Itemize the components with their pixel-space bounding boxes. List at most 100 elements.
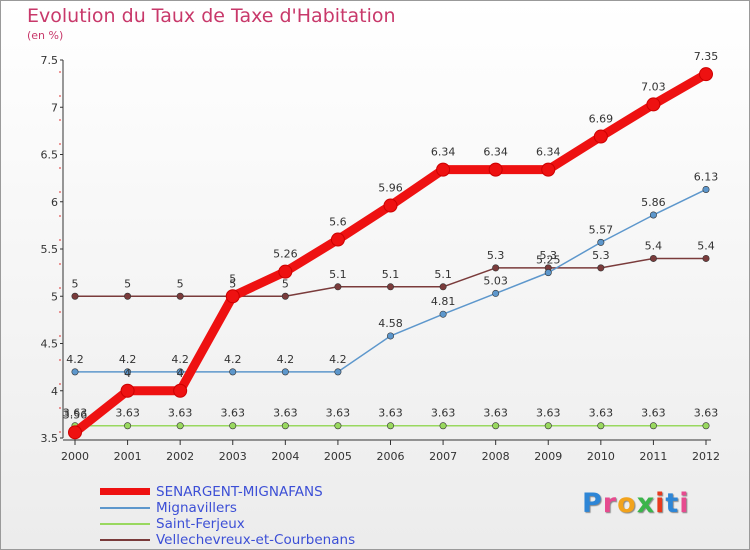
data-point [173,383,188,398]
data-label: 5.86 [641,196,666,209]
logo-letter: i [679,488,690,519]
data-label: 5 [282,277,289,290]
data-point [544,269,552,277]
x-tick-label: 2005 [324,450,352,463]
logo-letter: r [602,488,618,519]
data-label: 3.63 [115,407,140,420]
data-label: 7.03 [641,80,666,93]
data-point [544,422,552,430]
y-tick-label: 5.5 [41,243,59,256]
data-label: 3.63 [326,407,351,420]
data-point [593,129,608,144]
data-label: 4.2 [329,353,347,366]
x-tick-label: 2009 [534,450,562,463]
data-point [71,292,79,300]
y-tick-label: 6 [51,196,58,209]
x-tick-label: 2010 [587,450,615,463]
data-label: 5 [229,272,236,285]
data-label: 3.63 [273,407,298,420]
data-label: 4.81 [431,295,456,308]
data-point [597,238,605,246]
legend: SENARGENT-MIGNAFANS Mignavillers Saint-F… [100,484,400,548]
data-label: 5.1 [382,268,400,281]
data-label: 4.2 [66,353,84,366]
data-point [330,232,345,247]
data-label: 5 [177,277,184,290]
y-tick-label: 6.5 [41,149,59,162]
data-point [281,422,289,430]
legend-label: Vellechevreux-et-Courbenans [156,532,356,548]
data-point [176,368,184,376]
data-label: 5.03 [483,274,508,287]
data-label: 5 [72,277,79,290]
data-point [702,254,710,262]
data-point [597,264,605,272]
data-point [281,368,289,376]
data-label: 5.57 [589,223,614,236]
data-point [281,292,289,300]
data-point [383,198,398,213]
data-point [124,368,132,376]
data-label: 6.34 [431,146,456,159]
data-label: 5.3 [592,249,610,262]
data-label: 7.35 [694,50,719,63]
data-label: 5.3 [487,249,505,262]
data-label: 6.13 [694,170,719,183]
data-point [334,422,342,430]
data-point [702,422,710,430]
x-tick-label: 2000 [61,450,89,463]
x-tick-label: 2006 [377,450,405,463]
data-label: 4.2 [171,353,189,366]
data-point [702,185,710,193]
data-point [649,211,657,219]
data-label: 4.2 [224,353,242,366]
data-label: 3.63 [168,407,193,420]
data-point [176,292,184,300]
data-label: 3.63 [483,407,508,420]
data-label: 4 [177,367,184,380]
data-label: 5.4 [697,239,715,252]
unit-label: (en %) [27,29,64,42]
data-point [229,368,237,376]
data-point [492,289,500,297]
data-label: 6.34 [483,146,508,159]
logo-letter: x [636,488,656,519]
data-point [699,67,713,82]
x-tick-label: 2007 [429,450,457,463]
data-point [439,283,447,291]
data-label: 3.56 [63,408,88,421]
data-label: 3.63 [589,407,614,420]
x-tick-label: 2011 [639,450,667,463]
data-label: 3.63 [431,407,456,420]
series-line [70,69,711,437]
data-label: 3.63 [641,407,666,420]
data-label: 3.63 [694,407,719,420]
data-label: 3.63 [536,407,561,420]
x-tick-label: 2002 [166,450,194,463]
data-point [124,422,132,430]
y-tick-label: 7.5 [41,54,59,67]
data-point [386,332,394,340]
y-tick-label: 4 [51,385,58,398]
y-tick-label: 7 [51,101,58,114]
x-tick-label: 2003 [219,450,247,463]
data-label: 5 [124,277,131,290]
data-label: 3.63 [221,407,246,420]
data-point [488,162,503,177]
data-point [649,422,657,430]
data-point [386,422,394,430]
x-tick-label: 2001 [114,450,142,463]
data-point [68,425,82,440]
logo-letter: t [665,488,680,519]
data-point [120,383,135,398]
y-tick-label: 3.5 [41,432,59,445]
data-label: 5.3 [540,249,558,262]
data-label: 4.2 [277,353,295,366]
data-point [176,422,184,430]
data-label: 5.96 [378,182,403,195]
legend-swatch-saint-ferjeux [100,523,150,525]
y-tick-label: 4.5 [41,338,59,351]
logo-letter: i [655,488,666,519]
data-point [597,422,605,430]
data-label: 6.69 [589,113,614,126]
